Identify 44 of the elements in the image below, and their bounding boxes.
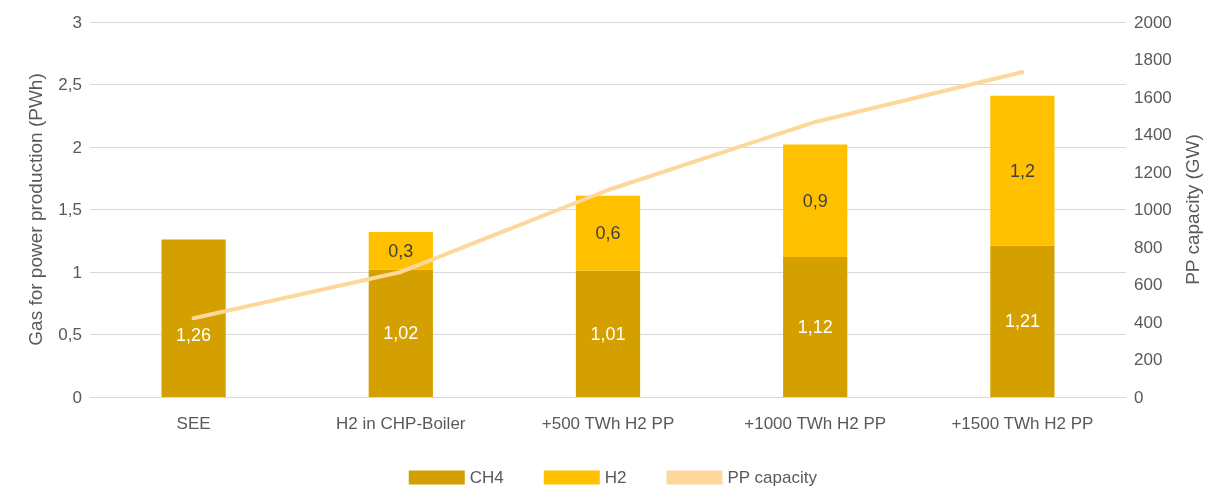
y2-tick-label: 1000: [1134, 200, 1172, 219]
legend-label: PP capacity: [727, 468, 818, 487]
data-label: 1,01: [590, 323, 626, 344]
y-tick-label: 0: [72, 387, 82, 407]
data-label: 1,21: [1004, 311, 1040, 332]
y2-tick-label: 600: [1134, 275, 1163, 294]
y-tick-label: 1,5: [58, 200, 82, 219]
y2-tick-label: 2000: [1134, 12, 1172, 32]
y2-tick-label: 1600: [1134, 87, 1172, 107]
y2-tick-label: 1800: [1134, 50, 1172, 69]
y-tick-label: 3: [72, 12, 82, 32]
y2-tick-label: 200: [1134, 350, 1163, 369]
legend-label: CH4: [469, 468, 504, 487]
data-label: 1,12: [797, 317, 833, 337]
y-tick-label: 2: [72, 137, 82, 157]
y-tick-label: 1: [72, 262, 82, 282]
y2-tick-label: 800: [1134, 237, 1163, 257]
y-axis-title: Gas for power production (PWh): [25, 73, 46, 346]
x-tick-label: +1000 TWh H2 PP: [744, 414, 887, 433]
data-label: 1,02: [383, 323, 419, 344]
x-tick-label: H2 in CHP-Boiler: [336, 414, 466, 433]
bar: [783, 144, 848, 257]
data-label: 1,26: [176, 325, 212, 346]
bar: [368, 269, 433, 397]
bar: [990, 245, 1055, 397]
x-tick-label: +500 TWh H2 PP: [541, 414, 675, 433]
y-tick-label: 0,5: [58, 325, 82, 344]
y-tick-label: 2,5: [58, 75, 82, 94]
x-tick-label: +1500 TWh H2 PP: [951, 414, 1094, 433]
x-tick-label: SEE: [176, 414, 211, 433]
y2-tick-label: 0: [1134, 387, 1144, 407]
data-label: 0,3: [388, 240, 414, 261]
y2-tick-label: 1400: [1134, 125, 1172, 144]
data-label: 1,2: [1009, 160, 1035, 181]
y2-axis-title: PP capacity (GW): [1181, 134, 1203, 285]
data-label: 0,9: [802, 190, 828, 211]
y2-tick-label: 1200: [1134, 162, 1172, 182]
bar: [161, 239, 226, 397]
data-label: 0,6: [595, 223, 621, 244]
bar: [783, 257, 848, 397]
bar: [990, 95, 1055, 246]
legend-label: H2: [604, 468, 627, 487]
bar: [575, 270, 641, 397]
y2-tick-label: 400: [1134, 312, 1163, 332]
